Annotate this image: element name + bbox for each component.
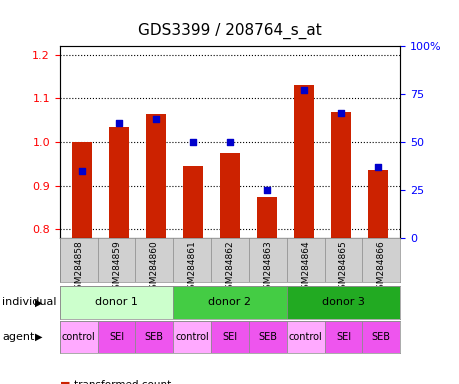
Text: SEB: SEB bbox=[145, 332, 163, 342]
Point bbox=[226, 139, 233, 145]
Text: donor 2: donor 2 bbox=[208, 297, 251, 308]
Text: GSM284862: GSM284862 bbox=[225, 240, 234, 295]
Bar bbox=[72, 142, 92, 238]
Bar bbox=[362, 321, 399, 353]
Text: control: control bbox=[175, 332, 208, 342]
Point bbox=[78, 168, 85, 174]
Bar bbox=[256, 197, 277, 238]
Bar bbox=[286, 321, 324, 353]
Text: GSM284860: GSM284860 bbox=[150, 240, 158, 295]
Text: agent: agent bbox=[2, 332, 34, 342]
Text: GSM284858: GSM284858 bbox=[74, 240, 83, 295]
Point bbox=[300, 87, 307, 93]
Bar bbox=[367, 170, 387, 238]
Point bbox=[189, 139, 196, 145]
Text: control: control bbox=[62, 332, 95, 342]
Bar bbox=[211, 321, 248, 353]
Text: SEI: SEI bbox=[335, 332, 350, 342]
Bar bbox=[219, 153, 240, 238]
Bar bbox=[60, 286, 173, 319]
Bar bbox=[182, 166, 203, 238]
Text: GSM284865: GSM284865 bbox=[338, 240, 347, 295]
Text: GSM284863: GSM284863 bbox=[263, 240, 272, 295]
Text: ▶: ▶ bbox=[34, 297, 42, 308]
Text: GSM284864: GSM284864 bbox=[301, 240, 309, 295]
Bar bbox=[248, 321, 286, 353]
Bar bbox=[324, 321, 362, 353]
Bar bbox=[293, 85, 313, 238]
Text: SEI: SEI bbox=[222, 332, 237, 342]
Point bbox=[152, 116, 159, 122]
Point bbox=[374, 164, 381, 170]
Bar bbox=[146, 114, 166, 238]
Bar bbox=[173, 286, 286, 319]
Text: ▶: ▶ bbox=[34, 332, 42, 342]
Text: GSM284861: GSM284861 bbox=[187, 240, 196, 295]
Point bbox=[115, 120, 123, 126]
Bar bbox=[109, 127, 129, 238]
Text: GSM284859: GSM284859 bbox=[112, 240, 121, 295]
Bar bbox=[286, 286, 399, 319]
Text: donor 3: donor 3 bbox=[321, 297, 364, 308]
Text: control: control bbox=[288, 332, 322, 342]
Text: transformed count: transformed count bbox=[73, 380, 170, 384]
Text: GDS3399 / 208764_s_at: GDS3399 / 208764_s_at bbox=[138, 23, 321, 39]
Point bbox=[263, 187, 270, 193]
Bar bbox=[135, 321, 173, 353]
Bar bbox=[173, 321, 211, 353]
Text: SEI: SEI bbox=[109, 332, 124, 342]
Text: donor 1: donor 1 bbox=[95, 297, 138, 308]
Bar bbox=[97, 321, 135, 353]
Text: SEB: SEB bbox=[371, 332, 390, 342]
Bar bbox=[60, 321, 97, 353]
Text: GSM284866: GSM284866 bbox=[376, 240, 385, 295]
Text: SEB: SEB bbox=[258, 332, 277, 342]
Bar bbox=[330, 111, 350, 238]
Point bbox=[336, 110, 344, 116]
Text: ■: ■ bbox=[60, 380, 70, 384]
Text: individual: individual bbox=[2, 297, 56, 308]
